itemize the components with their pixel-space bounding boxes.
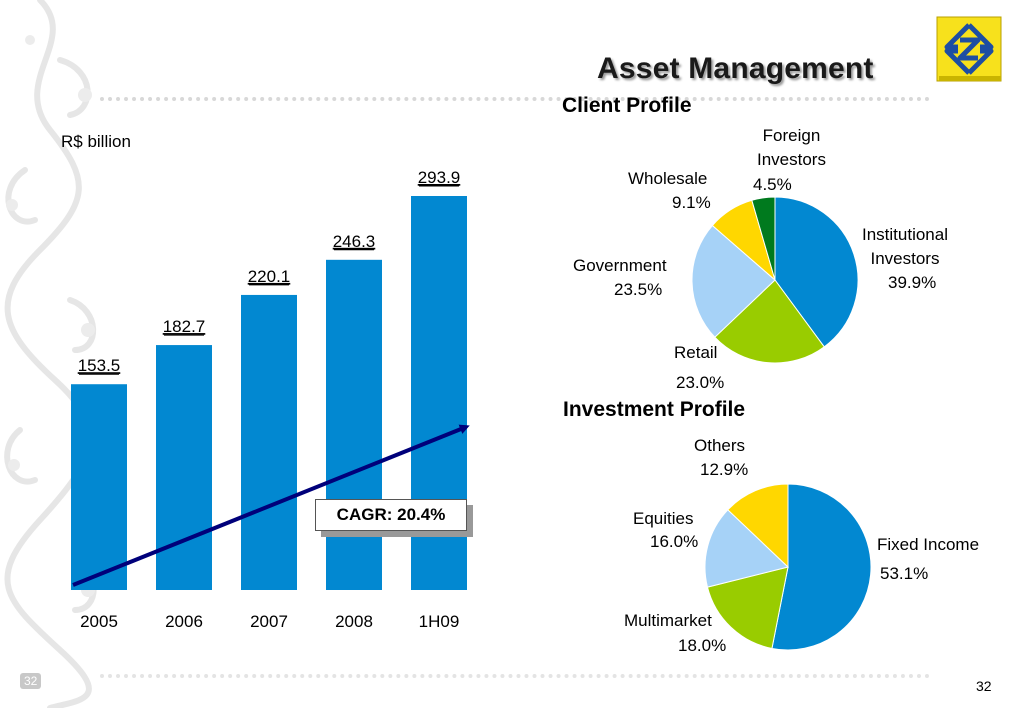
slide-title: Asset Management [597,52,874,85]
label-others: Others [694,436,746,455]
value-multimarket: 18.0% [678,636,727,655]
investment-slice-equities [704,509,790,588]
x-tick-label: 2008 [335,612,373,631]
investment-slice-others [727,483,789,569]
bar-2008 [326,259,382,590]
label-government: Government [573,256,667,275]
value-institutional-investors: 39.9% [888,273,937,292]
value-equities: 16.0% [650,532,699,551]
label-fixed-income: Fixed Income [877,535,980,554]
client-slice-institutional-investors [774,196,859,348]
header-dotted-rule [100,97,930,101]
bar-2005 [71,384,127,590]
bar-value-label: 246.3 [333,232,376,251]
client-slice-foreign-investors [751,196,776,281]
x-tick-label: 2005 [80,612,118,631]
client-slice-government [691,224,776,338]
value-foreign-investors: 4.5% [753,175,792,194]
bar-2006 [156,345,212,590]
value-wholesale: 9.1% [672,193,711,212]
value-government: 23.5% [614,280,663,299]
value-retail: 23.0% [676,373,725,392]
cagr-trend-arrow [72,424,470,587]
x-tick-label: 2006 [165,612,203,631]
label-multimarket: Multimarket [624,611,712,630]
investment-profile-pie [704,483,872,651]
aum-bar-chart: 153.5 2005 182.7 2006 220.1 2007 246.3 2008 293.… [71,168,470,631]
page-number: 32 [976,678,992,694]
unit-label: R$ billion [61,132,131,151]
label-equities: Equities [633,509,694,528]
label-wholesale: Wholesale [628,169,708,188]
banco-do-brasil-logo-icon [936,16,1002,82]
investment-slice-multimarket [706,566,789,650]
investment-profile-title: Investment Profile [563,398,746,421]
x-tick-label: 1H09 [419,612,460,631]
value-others: 12.9% [700,460,749,479]
bar-2007 [241,294,297,590]
label-institutional-investors: Institutional Investors [862,225,948,268]
bar-value-label: 220.1 [248,267,291,286]
client-profile-pie [691,196,859,364]
page-number-badge: 32 [20,673,42,689]
footer-dotted-rule [100,674,930,678]
label-foreign-investors: Foreign Investors [757,126,826,169]
bar-value-label: 182.7 [163,317,206,336]
cagr-callout: CAGR: 20.4% [315,499,467,531]
x-tick-label: 2007 [250,612,288,631]
label-retail: Retail [674,343,718,362]
bar-value-label: 153.5 [78,356,121,375]
bar-value-label: 293.9 [418,168,461,187]
client-profile-title: Client Profile [562,94,692,117]
client-slice-retail [714,279,825,364]
investment-slice-fixed-income [771,483,872,651]
value-fixed-income: 53.1% [880,564,929,583]
